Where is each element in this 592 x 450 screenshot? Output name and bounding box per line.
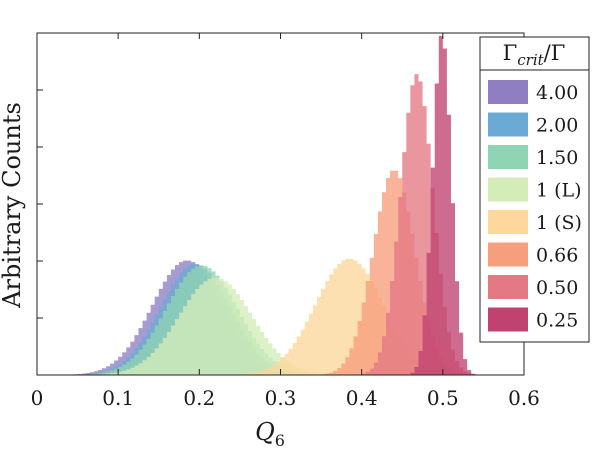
histogram-series-6 (361, 74, 476, 375)
legend-swatch (488, 145, 528, 169)
histogram-bars (73, 35, 476, 376)
legend-label: 4.00 (536, 82, 578, 104)
legend-swatch (488, 80, 528, 104)
legend-swatch (488, 307, 528, 332)
legend-swatch (488, 242, 528, 267)
x-tick-label: 0.4 (346, 386, 378, 410)
legend-items: 4.00 2.00 1.50 1 (L) 1 (S) 0.66 0.50 0.25 (488, 80, 582, 332)
legend-label: 0.50 (536, 277, 578, 299)
histogram-series-7 (410, 35, 476, 376)
x-tick-label: 0.2 (183, 386, 215, 410)
x-tick-label: 0.3 (265, 386, 297, 410)
legend-swatch (488, 177, 528, 202)
legend-label: 1.50 (536, 147, 578, 169)
legend-swatch (488, 210, 528, 234)
legend-label: 1 (L) (536, 180, 582, 202)
x-tick-label: 0.6 (508, 386, 540, 410)
axis-ticks (36, 33, 525, 375)
legend: Γcrit/Γ 4.00 2.00 1.50 1 (L) 1 (S) 0.66 0.50 0.… (479, 36, 590, 343)
x-axis-label: Q6 (255, 418, 285, 450)
legend-swatch (488, 275, 528, 299)
histogram-series-3 (101, 277, 330, 375)
legend-swatch (488, 112, 528, 137)
x-tick-label: 0 (31, 386, 44, 410)
x-tick-label: 0.1 (102, 386, 134, 410)
legend-title: Γcrit/Γ (503, 41, 566, 69)
x-tick-label: 0.5 (427, 386, 459, 410)
y-axis-label: Arbitrary Counts (0, 102, 26, 309)
legend-label: 2.00 (536, 115, 578, 137)
x-tick-labels: 0 0.1 0.2 0.3 0.4 0.5 0.6 (31, 386, 540, 410)
legend-label: 0.66 (536, 245, 578, 267)
legend-label: 0.25 (536, 310, 578, 332)
legend-label: 1 (S) (536, 212, 582, 234)
